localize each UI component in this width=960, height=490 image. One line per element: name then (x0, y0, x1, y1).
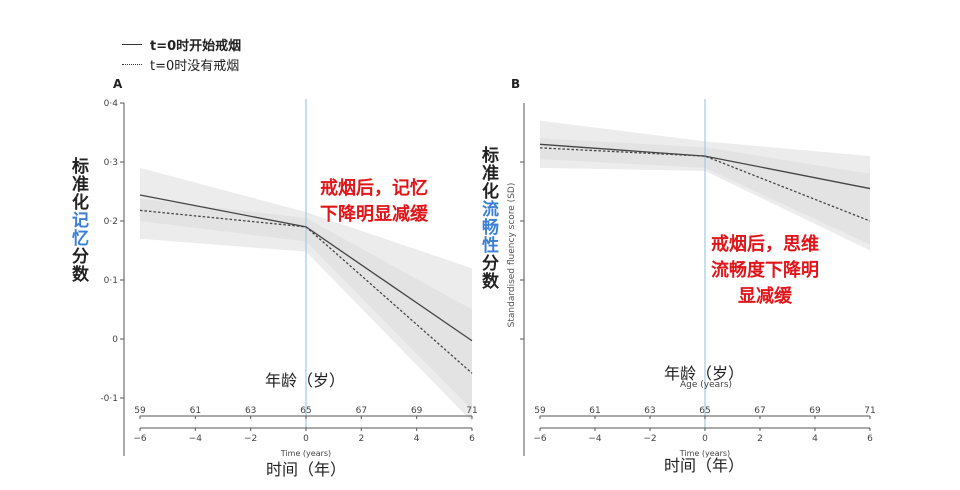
age-tick-label: 67 (754, 406, 765, 416)
time-tick-label: 2 (358, 434, 364, 444)
legend: t=0时开始戒烟 t=0时没有戒烟 (122, 34, 241, 74)
legend-item-no-quit: t=0时没有戒烟 (122, 54, 241, 74)
y-tick-label: 0·1 (104, 276, 118, 286)
panel-a-letter: A (113, 77, 123, 91)
chart-panel-b: 59 61 63 65 67 69 71 −6 −4 −2 0 2 4 6 Time (years) (520, 99, 876, 458)
y-tick-label: 0·2 (104, 217, 118, 227)
time-tick-label: −6 (533, 434, 547, 444)
legend-label-quit: t=0时开始戒烟 (150, 38, 242, 54)
age-tick-label: 65 (699, 406, 710, 416)
panel-b-note-line2: 流畅度下降明 (711, 260, 819, 281)
panel-a-age-label: 年龄（岁） (265, 371, 346, 390)
age-tick-label: 71 (864, 406, 875, 416)
panel-b-note-line1: 戒烟后，思维 (711, 234, 819, 255)
ylabel-a-part1: 标准化 (68, 157, 88, 211)
x-axis-label: Time (years) (280, 449, 331, 458)
time-tick-label: 6 (867, 434, 873, 444)
chart-panel-a: -0·1 0 0·1 0·2 0·3 0·4 59 61 63 65 67 69 71 −6 −4 −2 0 2 4… (100, 99, 478, 458)
panel-a-note-line1: 戒烟后，记忆 (320, 178, 428, 199)
ylabel-b-part1: 标准化 (478, 146, 498, 200)
age-tick-label: 61 (589, 406, 600, 416)
age-tick-label: 67 (356, 406, 367, 416)
y-tick-label: 0·3 (104, 158, 118, 168)
age-tick-label: 61 (190, 406, 201, 416)
panel-b-note-line3: 显减缓 (738, 286, 792, 307)
panel-a-ylabel: 标准化记忆分数 (68, 157, 88, 283)
time-tick-label: 4 (414, 434, 420, 444)
time-tick-label: 0 (303, 434, 309, 444)
x-axis-label: Time (years) (679, 449, 730, 458)
time-tick-label: −6 (133, 434, 147, 444)
panel-b-ylabel: 标准化流畅性分数 (478, 146, 498, 290)
ylabel-b-part3: 分数 (478, 254, 498, 290)
solid-line-swatch (122, 43, 142, 45)
panel-a-note-line2: 下降明显减缓 (320, 204, 428, 225)
legend-label-no-quit: t=0时没有戒烟 (150, 58, 240, 74)
series-line-quit (539, 143, 871, 190)
y-tick-label: -0·1 (100, 394, 118, 404)
dotted-line-swatch (122, 63, 142, 65)
panel-b-time-label-zh: 时间（年） (664, 456, 745, 475)
age-tick-label: 65 (300, 406, 311, 416)
age-tick-label: 59 (534, 406, 546, 416)
time-tick-label: −4 (189, 434, 203, 444)
time-tick-label: −2 (244, 434, 257, 444)
time-tick-label: 2 (757, 434, 763, 444)
age-tick-label: 71 (466, 406, 477, 416)
ylabel-a-part2: 记忆 (68, 211, 88, 247)
ci-band-no-quit (540, 138, 870, 245)
time-tick-label: −4 (588, 434, 602, 444)
age-tick-label: 59 (134, 406, 146, 416)
time-tick-label: 4 (812, 434, 818, 444)
time-tick-label: 6 (469, 434, 475, 444)
age-tick-label: 63 (644, 406, 655, 416)
panel-b-age-label: 年龄（岁） (664, 364, 745, 383)
panel-b-letter: B (511, 77, 521, 91)
panel-a-time-label-zh: 时间（年） (266, 460, 347, 479)
age-tick-label: 69 (411, 406, 423, 416)
age-tick-label: 69 (809, 406, 821, 416)
panel-b-note: 戒烟后，思维 流畅度下降明 显减缓 (700, 232, 830, 310)
y-tick-label: 0·4 (104, 99, 119, 109)
age-tick-label: 63 (245, 406, 256, 416)
series-line-no-quit (539, 147, 871, 222)
time-tick-label: −2 (643, 434, 656, 444)
legend-item-quit: t=0时开始戒烟 (122, 34, 241, 54)
panel-a-note: 戒烟后，记忆 下降明显减缓 (320, 176, 428, 228)
time-tick-label: 0 (702, 434, 708, 444)
y-tick-label: 0 (112, 335, 118, 345)
panel-b-age-label-en: Age (years) (680, 380, 733, 390)
ylabel-a-part3: 分数 (68, 247, 88, 283)
ylabel-b-part2: 流畅性 (478, 200, 498, 254)
series-line-no-quit (139, 209, 473, 374)
